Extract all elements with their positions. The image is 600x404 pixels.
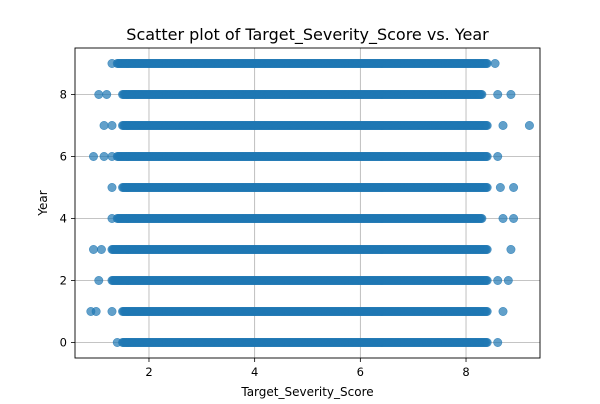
x-tick-label: 2 — [145, 365, 152, 379]
scatter-point — [498, 306, 508, 316]
scatter-point — [99, 152, 109, 162]
scatter-point — [493, 90, 503, 100]
scatter-point — [107, 152, 117, 162]
scatter-point — [493, 275, 503, 285]
y-tick-label: 0 — [60, 336, 67, 350]
scatter-point — [493, 337, 503, 347]
y-tick-label: 4 — [60, 212, 67, 226]
x-axis-label: Target_Severity_Score — [240, 385, 373, 399]
scatter-point — [88, 245, 98, 255]
scatter-point — [102, 90, 112, 100]
scatter-point — [477, 90, 487, 100]
scatter-point — [498, 214, 508, 224]
scatter-point — [107, 121, 117, 131]
chart-title: Scatter plot of Target_Severity_Score vs… — [126, 25, 489, 45]
scatter-point — [482, 245, 492, 255]
scatter-point — [99, 121, 109, 131]
scatter-point — [482, 337, 492, 347]
scatter-point — [495, 183, 505, 193]
scatter-point — [477, 214, 487, 224]
scatter-point — [107, 214, 117, 224]
scatter-point — [88, 152, 98, 162]
scatter-point — [107, 183, 117, 193]
scatter-point — [503, 275, 513, 285]
scatter-point — [509, 183, 519, 193]
scatter-point — [506, 245, 516, 255]
scatter-point — [107, 58, 117, 68]
scatter-point — [498, 121, 508, 131]
scatter-point — [482, 306, 492, 316]
y-axis-label: Year — [36, 190, 50, 216]
scatter-point — [482, 152, 492, 162]
scatter-point — [94, 275, 104, 285]
scatter-point — [482, 183, 492, 193]
scatter-point — [112, 337, 122, 347]
scatter-point — [493, 152, 503, 162]
scatter-point — [506, 90, 516, 100]
scatter-point — [91, 306, 101, 316]
scatter-point — [482, 275, 492, 285]
scatter-point — [524, 121, 534, 131]
scatter-point — [107, 306, 117, 316]
y-tick-label: 6 — [60, 150, 67, 164]
y-tick-label: 2 — [60, 274, 67, 288]
data-points — [86, 58, 534, 347]
scatter-point — [96, 245, 106, 255]
x-tick-label: 4 — [251, 365, 258, 379]
x-tick-label: 6 — [357, 365, 364, 379]
scatter-point — [490, 58, 500, 68]
scatter-point — [482, 121, 492, 131]
scatter-point — [509, 214, 519, 224]
x-tick-label: 8 — [462, 365, 469, 379]
scatter-point — [482, 58, 492, 68]
y-tick-label: 8 — [60, 88, 67, 102]
scatter-point — [94, 90, 104, 100]
